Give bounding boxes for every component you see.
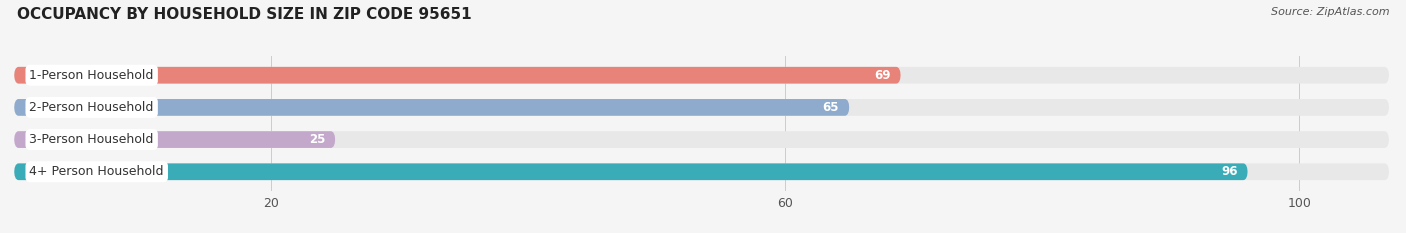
Text: 96: 96: [1220, 165, 1237, 178]
Text: 2-Person Household: 2-Person Household: [30, 101, 153, 114]
Text: 65: 65: [823, 101, 839, 114]
FancyBboxPatch shape: [14, 99, 1389, 116]
Text: 1-Person Household: 1-Person Household: [30, 69, 153, 82]
Text: 25: 25: [309, 133, 325, 146]
FancyBboxPatch shape: [14, 163, 1247, 180]
FancyBboxPatch shape: [14, 67, 1389, 84]
FancyBboxPatch shape: [14, 131, 336, 148]
Text: Source: ZipAtlas.com: Source: ZipAtlas.com: [1271, 7, 1389, 17]
FancyBboxPatch shape: [14, 67, 901, 84]
Text: 69: 69: [875, 69, 890, 82]
FancyBboxPatch shape: [14, 99, 849, 116]
FancyBboxPatch shape: [14, 163, 1389, 180]
Text: 4+ Person Household: 4+ Person Household: [30, 165, 165, 178]
Text: 3-Person Household: 3-Person Household: [30, 133, 153, 146]
Text: OCCUPANCY BY HOUSEHOLD SIZE IN ZIP CODE 95651: OCCUPANCY BY HOUSEHOLD SIZE IN ZIP CODE …: [17, 7, 471, 22]
FancyBboxPatch shape: [14, 131, 1389, 148]
